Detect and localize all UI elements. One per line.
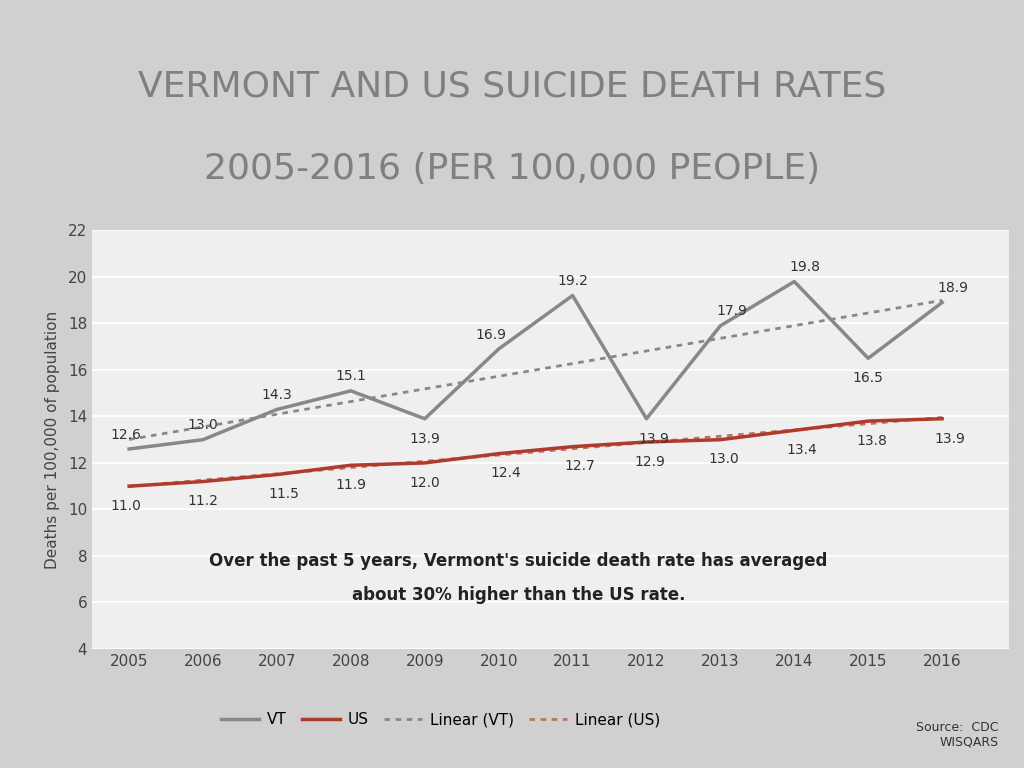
Text: 17.9: 17.9 (716, 304, 746, 318)
Text: 12.6: 12.6 (110, 428, 141, 442)
Text: 13.0: 13.0 (709, 452, 739, 466)
Legend: VT, US, Linear (VT), Linear (US): VT, US, Linear (VT), Linear (US) (215, 707, 667, 733)
Text: 14.3: 14.3 (261, 388, 292, 402)
Text: 16.9: 16.9 (476, 327, 507, 342)
Text: 13.4: 13.4 (786, 443, 817, 457)
Text: about 30% higher than the US rate.: about 30% higher than the US rate. (351, 585, 685, 604)
Text: 19.2: 19.2 (557, 274, 588, 288)
Text: 13.9: 13.9 (638, 432, 670, 445)
Text: 12.4: 12.4 (490, 466, 521, 481)
Text: 13.8: 13.8 (856, 434, 888, 448)
Text: Over the past 5 years, Vermont's suicide death rate has averaged: Over the past 5 years, Vermont's suicide… (209, 552, 827, 570)
Text: 2005-2016 (PER 100,000 PEOPLE): 2005-2016 (PER 100,000 PEOPLE) (204, 152, 820, 186)
Text: 15.1: 15.1 (336, 369, 367, 383)
Text: 12.9: 12.9 (635, 455, 666, 468)
Text: 13.0: 13.0 (187, 419, 218, 432)
Text: 13.9: 13.9 (410, 432, 440, 445)
Text: 16.5: 16.5 (853, 371, 884, 385)
Text: 18.9: 18.9 (938, 281, 969, 295)
Text: 11.0: 11.0 (110, 499, 141, 513)
Text: 12.7: 12.7 (564, 459, 595, 473)
Text: 19.8: 19.8 (790, 260, 821, 274)
Text: 11.2: 11.2 (187, 495, 218, 508)
Text: VERMONT AND US SUICIDE DEATH RATES: VERMONT AND US SUICIDE DEATH RATES (138, 69, 886, 104)
Text: 11.9: 11.9 (335, 478, 367, 492)
Text: 11.5: 11.5 (269, 488, 300, 502)
Text: 12.0: 12.0 (410, 475, 440, 490)
Y-axis label: Deaths per 100,000 of population: Deaths per 100,000 of population (45, 310, 59, 569)
Text: 13.9: 13.9 (934, 432, 965, 445)
Text: Source:  CDC
WISQARS: Source: CDC WISQARS (915, 721, 998, 749)
